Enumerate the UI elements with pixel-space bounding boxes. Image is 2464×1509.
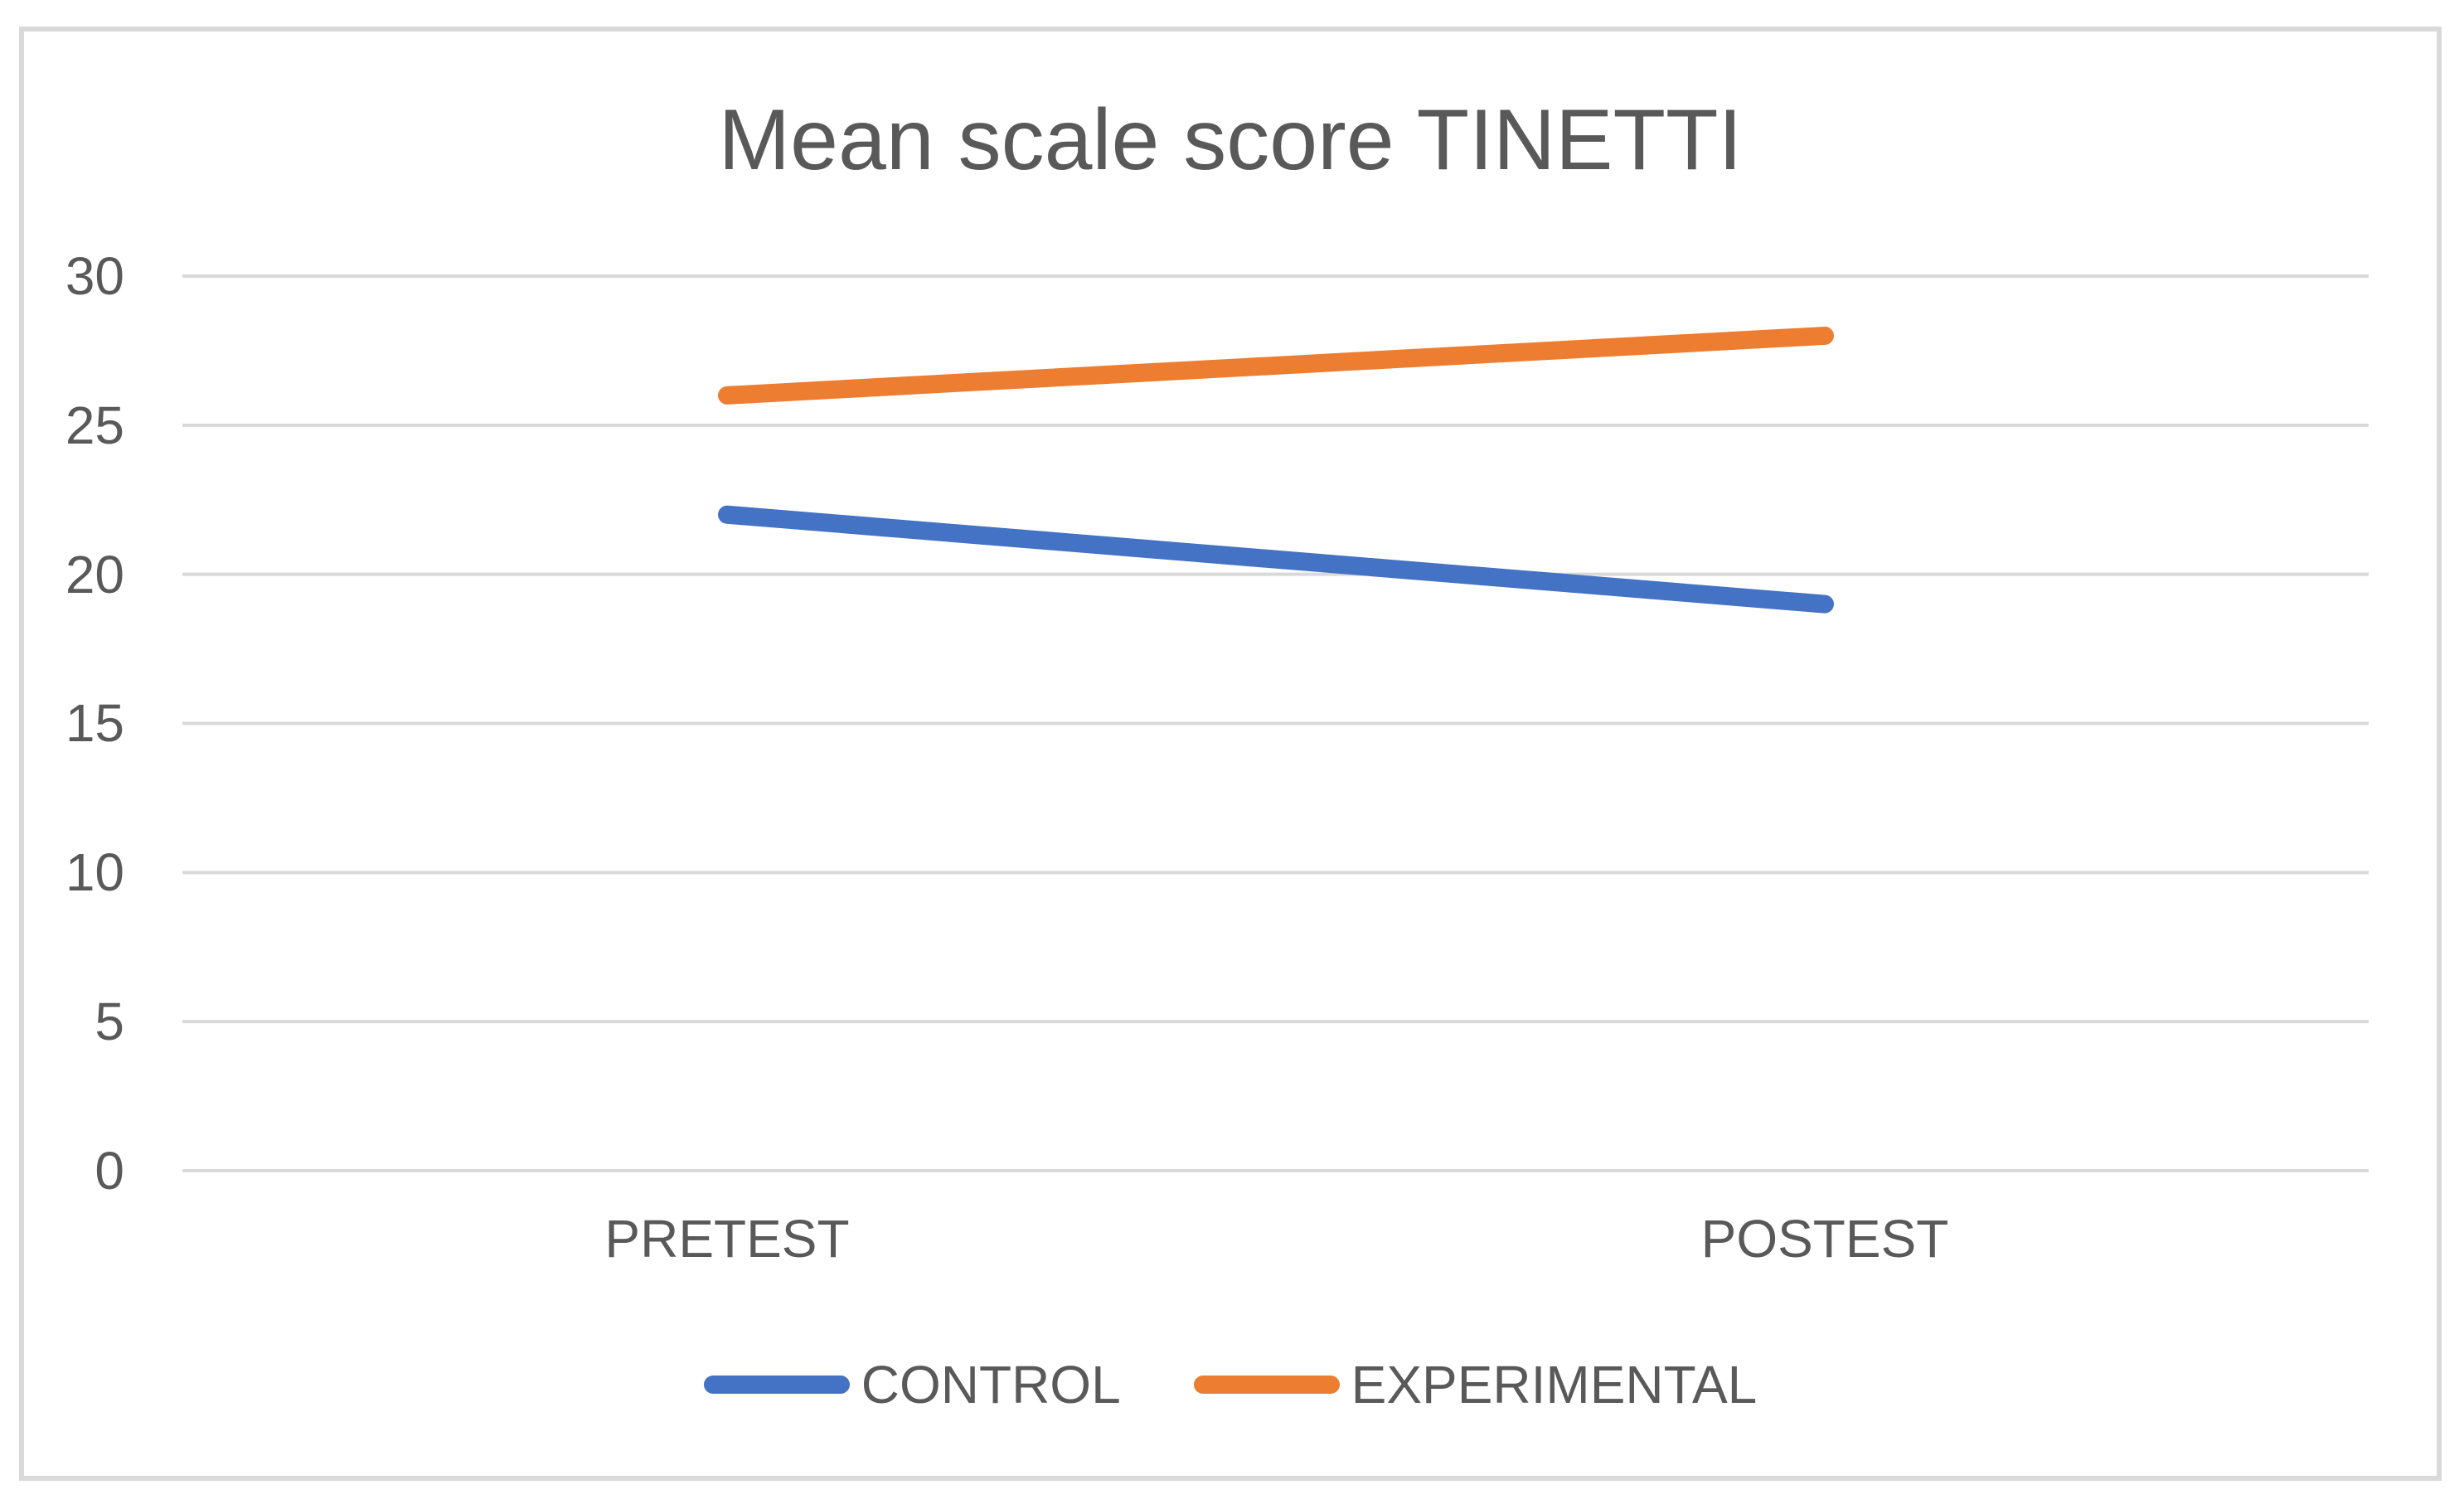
y-axis-tick-label: 30 [65, 246, 124, 306]
y-axis-tick-label: 5 [95, 992, 124, 1051]
legend-label-experimental: EXPERIMENTAL [1351, 1355, 1758, 1414]
y-axis-tick-label: 25 [65, 395, 124, 455]
series-line-experimental [718, 326, 1834, 405]
y-axis-tick-label: 0 [95, 1141, 124, 1201]
legend: CONTROL EXPERIMENTAL [19, 1358, 2442, 1411]
y-axis-tick-label: 10 [65, 842, 124, 902]
x-axis-label-postest: POSTEST [1700, 1209, 1949, 1269]
y-axis-tick-label: 15 [65, 693, 124, 753]
series-line-control [718, 505, 1834, 614]
y-axis-tick-label: 20 [65, 545, 124, 604]
legend-item-experimental: EXPERIMENTAL [1193, 1355, 1758, 1414]
chart-title: Mean scale score TINETTI [718, 92, 1743, 188]
legend-marker-experimental [1193, 1376, 1340, 1394]
chart-frame [19, 27, 2442, 1481]
legend-marker-control [703, 1376, 850, 1394]
legend-label-control: CONTROL [861, 1355, 1121, 1414]
legend-item-control: CONTROL [703, 1355, 1121, 1414]
x-axis-label-pretest: PRETEST [604, 1209, 850, 1269]
